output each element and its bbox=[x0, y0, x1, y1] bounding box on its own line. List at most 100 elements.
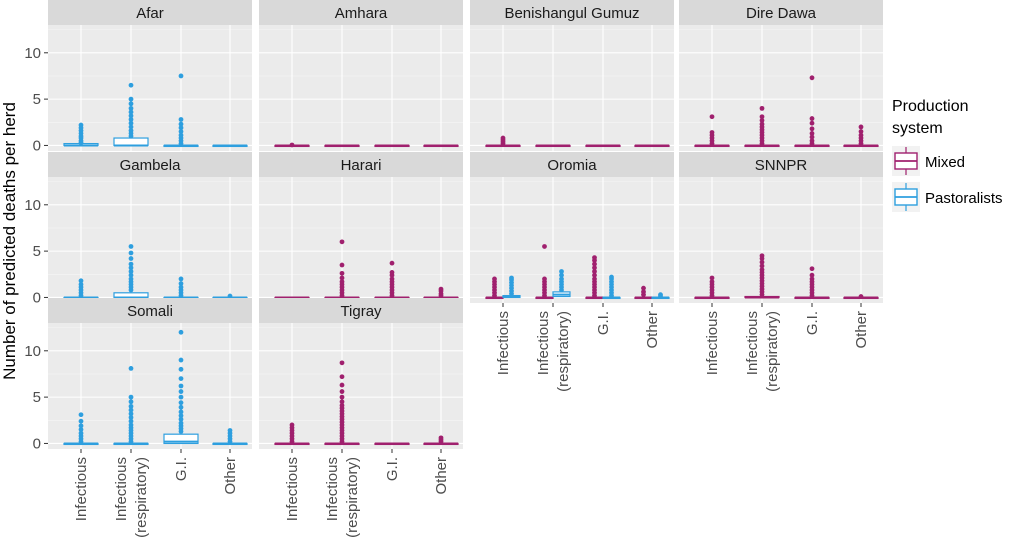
panel-amhara: Amhara bbox=[259, 0, 463, 151]
x-tick-label-line: G.I. bbox=[173, 457, 190, 481]
outlier-point bbox=[759, 118, 765, 123]
x-tick-label-line: (respiratory) bbox=[764, 311, 781, 392]
outlier-point bbox=[178, 409, 184, 415]
box-mixed bbox=[744, 105, 780, 148]
outlier-point bbox=[592, 255, 597, 261]
outlier-point bbox=[858, 294, 864, 299]
outlier-point bbox=[178, 413, 184, 419]
x-tick-label: Infectious bbox=[73, 457, 90, 521]
legend-label: Pastoralists bbox=[925, 190, 1003, 207]
legend: Production system Mixed Pastoralists bbox=[892, 98, 1003, 212]
panel-strip bbox=[48, 298, 252, 323]
outlier-point bbox=[339, 382, 345, 388]
box-mixed bbox=[535, 144, 571, 148]
outlier-point bbox=[759, 114, 765, 120]
outlier-point bbox=[178, 383, 184, 389]
panel-strip bbox=[470, 0, 674, 25]
outlier-point bbox=[227, 428, 233, 433]
box-pastoralists bbox=[163, 73, 199, 148]
outlier-point bbox=[128, 407, 134, 413]
plot-background bbox=[48, 323, 252, 449]
x-tick-label-line: (respiratory) bbox=[555, 311, 572, 392]
box-mixed bbox=[374, 442, 410, 446]
y-tick-label: 10 bbox=[24, 343, 41, 360]
x-tick-label: Other bbox=[222, 457, 239, 495]
outlier-point bbox=[759, 253, 765, 259]
outlier-point bbox=[809, 120, 815, 126]
outlier-point bbox=[289, 422, 295, 428]
outlier-point bbox=[178, 416, 184, 422]
outlier-point bbox=[500, 135, 506, 141]
panel-title: SNNPR bbox=[755, 157, 808, 174]
outlier-point bbox=[509, 275, 514, 281]
outlier-point bbox=[809, 130, 815, 136]
panel-strip bbox=[48, 0, 252, 25]
outlier-point bbox=[438, 435, 444, 441]
outlier-point bbox=[809, 138, 815, 144]
x-tick-label: Infectious (respiratory) bbox=[113, 457, 150, 538]
x-tick-label-line: G.I. bbox=[804, 311, 821, 335]
outlier-point bbox=[128, 256, 134, 261]
panel-strip bbox=[48, 152, 252, 177]
outlier-point bbox=[339, 360, 345, 366]
outlier-point bbox=[128, 265, 134, 271]
panel-harari: Harari bbox=[259, 152, 463, 303]
box-pastoralists bbox=[63, 412, 99, 446]
x-tick-label: Infectious (respiratory) bbox=[324, 457, 361, 538]
outlier-point bbox=[339, 279, 345, 285]
x-tick-label-line: Infectious bbox=[73, 457, 90, 521]
outlier-point bbox=[128, 269, 134, 274]
panel-strip bbox=[259, 152, 463, 177]
outlier-point bbox=[128, 276, 134, 282]
outlier-point bbox=[178, 366, 184, 372]
x-tick-label: G.I. bbox=[173, 457, 190, 481]
outlier-point bbox=[759, 105, 765, 111]
panel-strip bbox=[259, 0, 463, 25]
panel-title: Somali bbox=[127, 303, 173, 320]
outlier-point bbox=[78, 122, 84, 128]
plot-background bbox=[679, 25, 883, 151]
box-mixed bbox=[274, 142, 310, 148]
y-tick-label: 5 bbox=[33, 243, 41, 260]
plot-background bbox=[470, 25, 674, 151]
x-tick-label: G.I. bbox=[595, 311, 612, 335]
outlier-point bbox=[128, 272, 134, 278]
x-tick-label: Infectious (respiratory) bbox=[535, 311, 572, 392]
box-mixed bbox=[274, 422, 310, 446]
outlier-point bbox=[858, 129, 864, 134]
box-mixed bbox=[535, 244, 554, 300]
outlier-point bbox=[759, 263, 765, 269]
outlier-point bbox=[759, 259, 765, 265]
y-tick-label: 0 bbox=[33, 289, 41, 306]
outlier-point bbox=[709, 130, 715, 135]
outlier-point bbox=[227, 293, 233, 299]
box-pastoralists bbox=[212, 293, 248, 300]
outlier-point bbox=[178, 404, 184, 410]
outlier-point bbox=[559, 272, 564, 278]
box-pastoralists bbox=[163, 276, 199, 300]
box-mixed bbox=[634, 144, 670, 148]
box-pastoralists bbox=[552, 269, 571, 298]
outlier-point bbox=[178, 117, 184, 122]
outlier-point bbox=[128, 128, 134, 134]
outlier-point bbox=[641, 285, 646, 291]
outlier-point bbox=[178, 284, 184, 290]
outlier-point bbox=[128, 394, 134, 400]
x-tick-label-line: Infectious bbox=[535, 311, 552, 375]
panel-title: Gambela bbox=[120, 157, 182, 174]
outlier-point bbox=[178, 276, 184, 282]
outlier-point bbox=[492, 276, 497, 282]
x-tick-label-line: Other bbox=[853, 311, 870, 349]
box-pastoralists bbox=[113, 82, 149, 147]
outlier-point bbox=[339, 399, 345, 405]
outlier-point bbox=[78, 418, 84, 424]
outlier-point bbox=[809, 75, 815, 81]
outlier-point bbox=[759, 121, 765, 127]
x-tick-label-line: Infectious bbox=[324, 457, 341, 521]
y-axis-title: Number of predicted deaths per herd bbox=[0, 102, 19, 380]
plot-background bbox=[259, 177, 463, 303]
panel-gambela: Gambela 0 5 10 bbox=[24, 152, 252, 306]
outlier-point bbox=[641, 289, 646, 295]
